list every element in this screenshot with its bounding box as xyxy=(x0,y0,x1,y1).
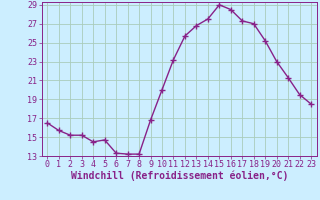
X-axis label: Windchill (Refroidissement éolien,°C): Windchill (Refroidissement éolien,°C) xyxy=(70,171,288,181)
